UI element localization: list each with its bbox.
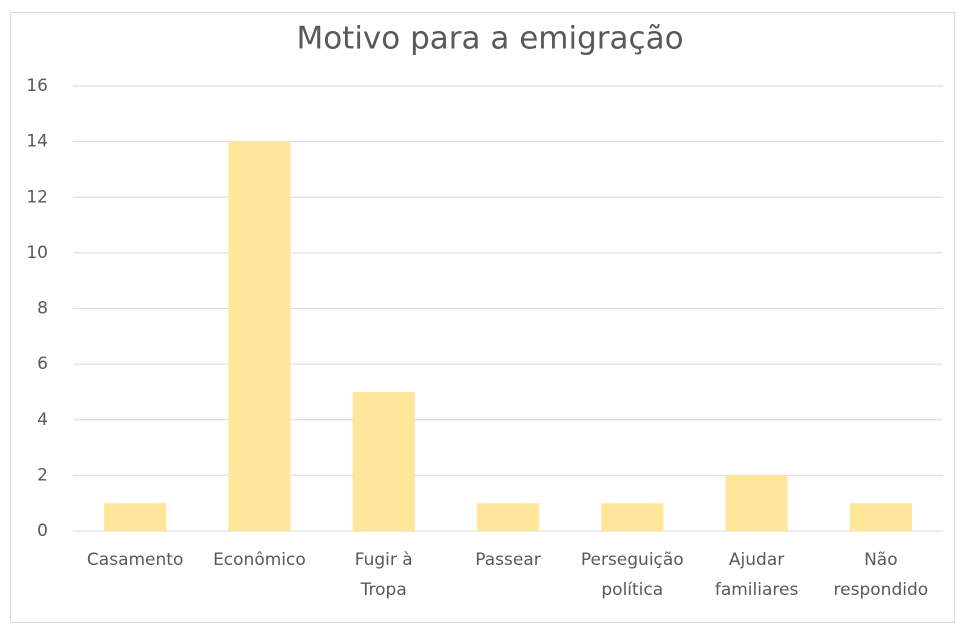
x-tick-label: política <box>601 580 663 600</box>
bar <box>601 503 664 531</box>
x-tick-label: Fugir à <box>355 550 413 570</box>
bar <box>352 391 415 531</box>
x-tick-label: Casamento <box>87 550 183 570</box>
y-tick-label: 16 <box>26 76 48 96</box>
y-tick-label: 2 <box>37 465 48 485</box>
y-tick-label: 4 <box>37 410 48 430</box>
chart-title: Motivo para a emigração <box>296 21 683 57</box>
y-tick-label: 8 <box>37 299 48 319</box>
x-tick-label: Perseguição <box>581 550 684 570</box>
x-tick-label: Tropa <box>360 580 407 600</box>
x-tick-label: Ajudar <box>729 550 784 570</box>
x-tick-label: familiares <box>715 580 799 600</box>
bar <box>725 475 788 531</box>
bar <box>476 503 540 531</box>
x-tick-label: Passear <box>475 550 541 570</box>
bar <box>849 503 912 531</box>
y-tick-label: 14 <box>26 132 48 152</box>
y-tick-label: 0 <box>37 521 48 541</box>
x-tick-label: Econômico <box>213 550 306 570</box>
y-tick-label: 10 <box>26 243 48 263</box>
x-tick-label: Não <box>864 550 898 570</box>
x-tick-label: respondido <box>834 580 929 600</box>
bar <box>228 141 291 531</box>
bar <box>104 503 167 531</box>
y-tick-label: 12 <box>26 187 48 207</box>
y-tick-label: 6 <box>37 354 48 374</box>
